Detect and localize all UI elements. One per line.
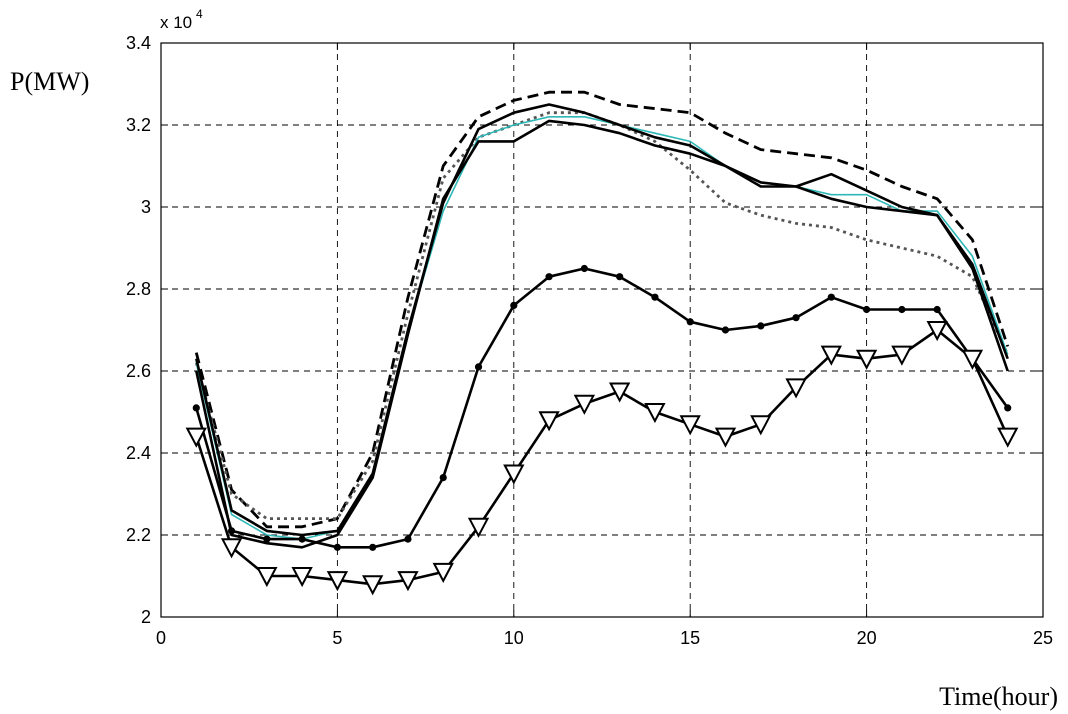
x-tick-label: 5 (332, 628, 342, 648)
series-line-6 (195, 267, 1009, 549)
data-point (679, 415, 701, 436)
data-point (510, 301, 518, 309)
data-point (961, 349, 984, 370)
data-point (686, 318, 694, 326)
data-point (997, 427, 1019, 448)
gridlines (161, 43, 1043, 617)
data-point (439, 474, 447, 482)
data-point (432, 562, 454, 584)
data-point (545, 273, 553, 281)
plot-frame (160, 42, 1044, 618)
data-point (291, 567, 313, 588)
data-point (792, 314, 800, 322)
series-line-2 (194, 111, 1009, 520)
x-tick-label: 10 (504, 628, 524, 648)
data-point (898, 305, 906, 314)
data-point (820, 345, 842, 366)
data-point (192, 404, 200, 412)
y-tick-label: 3.4 (126, 33, 151, 53)
series-group (185, 90, 1019, 596)
data-point (369, 543, 377, 551)
series-line-1 (194, 90, 1010, 529)
y-axis-multiplier-exponent: 4 (196, 7, 203, 21)
series-line-4 (195, 103, 1009, 537)
ticks-group: 0 5 10 15 20 25 2 2.2 2.4 2.6 2.8 3 3.2 3.4 (126, 33, 1053, 648)
data-point (721, 326, 730, 334)
data-point (256, 567, 278, 588)
data-point (616, 273, 624, 281)
y-tick-label: 3 (141, 197, 151, 217)
data-point (855, 349, 878, 370)
data-point (298, 535, 306, 543)
y-axis-label: P(MW) (10, 67, 89, 96)
data-point (714, 427, 737, 448)
y-tick-label: 2.4 (126, 443, 151, 463)
data-point (891, 345, 913, 366)
data-point (263, 535, 271, 543)
x-tick-label: 20 (857, 628, 877, 648)
data-point (538, 411, 560, 432)
data-point (933, 305, 941, 314)
data-point (644, 403, 666, 424)
data-point (220, 538, 243, 559)
data-point (926, 321, 948, 342)
y-axis-multiplier: x 10 (160, 13, 192, 32)
data-point (503, 464, 525, 485)
data-point (608, 382, 631, 403)
data-point (227, 527, 236, 535)
x-tick-label: 15 (680, 628, 700, 648)
y-tick-label: 2.6 (126, 361, 151, 381)
y-tick-label: 3.2 (126, 115, 151, 135)
x-tick-label: 0 (156, 628, 166, 648)
data-point (333, 543, 341, 551)
y-tick-label: 2.8 (126, 279, 151, 299)
x-tick-label: 25 (1033, 628, 1053, 648)
x-axis-label: Time(hour) (939, 682, 1058, 711)
data-point (785, 378, 807, 399)
data-point (404, 535, 412, 543)
data-point (1004, 404, 1012, 412)
data-point (573, 394, 596, 415)
data-point (467, 517, 490, 538)
data-point (185, 427, 207, 448)
data-point (863, 305, 871, 314)
data-point (474, 363, 483, 371)
data-point (362, 575, 384, 596)
data-point (827, 293, 835, 301)
y-tick-label: 2.2 (126, 525, 151, 545)
data-point (326, 571, 349, 592)
data-point (580, 264, 588, 273)
data-point (651, 293, 659, 301)
series-line-7 (195, 328, 1009, 586)
data-point (757, 322, 765, 330)
series-line-5 (195, 119, 1009, 549)
data-point (750, 415, 772, 436)
data-point (397, 571, 419, 592)
y-tick-label: 2 (141, 607, 151, 627)
